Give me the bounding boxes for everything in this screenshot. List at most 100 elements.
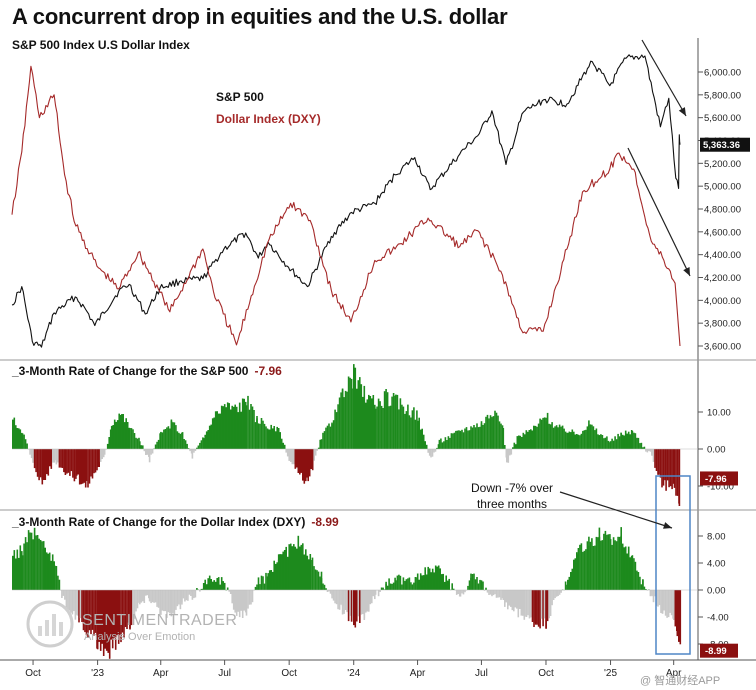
panel3-bar <box>300 544 303 590</box>
panel3-bar <box>595 536 598 590</box>
panel2-bar <box>591 424 593 449</box>
panel3-bar <box>362 590 364 615</box>
x-tick-label: '23 <box>91 668 104 679</box>
panel3-bar <box>480 581 483 590</box>
panel2-bar <box>646 449 649 453</box>
panel2-bar <box>204 434 206 449</box>
panel3-bar <box>113 590 115 639</box>
panel3-bar <box>431 568 434 590</box>
panel3-bar <box>250 590 252 605</box>
panel3-bar <box>202 583 205 590</box>
panel3-bar <box>448 578 450 590</box>
panel2-bar <box>604 437 607 449</box>
panel3-bar <box>654 590 656 597</box>
panel2-bar <box>649 449 652 452</box>
annotation-arrow-head <box>663 522 672 529</box>
panel3-bar <box>621 543 624 590</box>
panel3-bar <box>64 590 66 600</box>
panel2-bar <box>99 449 102 462</box>
panel3-bar <box>163 590 165 612</box>
panel3-bar <box>357 590 360 617</box>
panel2-bar <box>202 438 205 449</box>
panel3-bar <box>123 590 125 638</box>
panel2-bar <box>414 419 417 449</box>
panel3-bar <box>216 578 218 590</box>
panel3-bar <box>439 568 441 590</box>
panel2-bar <box>150 449 152 455</box>
x-tick-label: Apr <box>666 668 682 679</box>
panel3-bar <box>571 568 574 590</box>
panel2-bar <box>277 429 280 449</box>
panel2-bar <box>458 430 460 449</box>
panel3-bar <box>151 590 154 603</box>
panel3-bar <box>399 575 402 590</box>
panel2-bar <box>669 449 672 487</box>
panel1-y-tick-label: 5,600.00 <box>704 113 741 124</box>
x-tick-label: Apr <box>153 668 169 679</box>
panel3-bar <box>530 590 532 618</box>
panel3-bar <box>167 590 170 613</box>
panel2-bar <box>288 449 291 460</box>
panel2-bar <box>102 449 105 458</box>
panel3-bar <box>452 588 455 590</box>
panel3-bar <box>282 551 284 590</box>
panel3-bar <box>268 570 271 590</box>
panel3-bar <box>554 590 556 599</box>
panel2-bar <box>551 422 553 449</box>
panel2-bar <box>273 426 275 449</box>
panel3-bar <box>146 590 149 596</box>
panel2-bar <box>612 440 615 449</box>
panel3-bar <box>639 576 641 590</box>
panel2-bar <box>13 417 16 449</box>
panel3-bar <box>396 575 399 590</box>
panel2-bar <box>356 388 358 449</box>
panel1-y-tick-label: 5,200.00 <box>704 159 741 170</box>
panel2-bar <box>166 427 168 449</box>
panel3-bar <box>305 549 307 590</box>
panel2-bar <box>678 449 681 506</box>
panel3-bar <box>67 590 69 610</box>
panel2-bar <box>385 394 387 449</box>
panel3-bar <box>170 590 173 613</box>
panel3-bar <box>591 538 593 590</box>
panel3-bar <box>395 580 397 590</box>
panel3-bar <box>44 547 46 590</box>
panel2-current-value: -7.96 <box>705 474 727 485</box>
panel3-bar <box>204 579 206 590</box>
panel2-bar <box>665 449 667 491</box>
panel3-bar <box>651 590 653 597</box>
panel3-bar <box>643 586 646 590</box>
panel2-bar <box>607 440 610 449</box>
panel3-bar <box>637 572 640 590</box>
panel2-bar <box>637 437 640 449</box>
panel3-bar <box>341 590 344 607</box>
panel3-bar <box>211 581 214 590</box>
panel2-bar <box>167 426 170 449</box>
panel3-bar <box>594 545 596 590</box>
panel2-bar <box>337 404 339 449</box>
panel2-bar <box>440 438 442 449</box>
panel3-bar <box>442 573 444 590</box>
current-value-box <box>700 137 750 152</box>
panel2-bar <box>539 418 541 449</box>
panel2-bar <box>658 449 660 475</box>
panel3-bar <box>517 590 520 618</box>
panel3-bar <box>405 579 408 590</box>
panel3-bar <box>185 590 188 601</box>
panel2-bar <box>521 437 523 449</box>
panel3-bar <box>231 590 233 604</box>
panel3-bar <box>528 590 531 619</box>
panel3-bar <box>191 590 194 600</box>
panel3-bar <box>229 590 232 594</box>
panel2-bar <box>75 449 77 479</box>
panel3-bar <box>38 538 40 590</box>
panel3-bar <box>560 590 562 593</box>
panel1-y-tick-label: 4,800.00 <box>704 205 741 216</box>
panel2-bar <box>446 440 448 449</box>
panel2-bar <box>193 449 195 453</box>
panel3-bar <box>70 590 72 613</box>
panel3-bar <box>479 579 481 590</box>
panel3-bar <box>567 579 569 590</box>
panel2-bar <box>402 406 405 449</box>
panel2-bar <box>615 439 618 449</box>
